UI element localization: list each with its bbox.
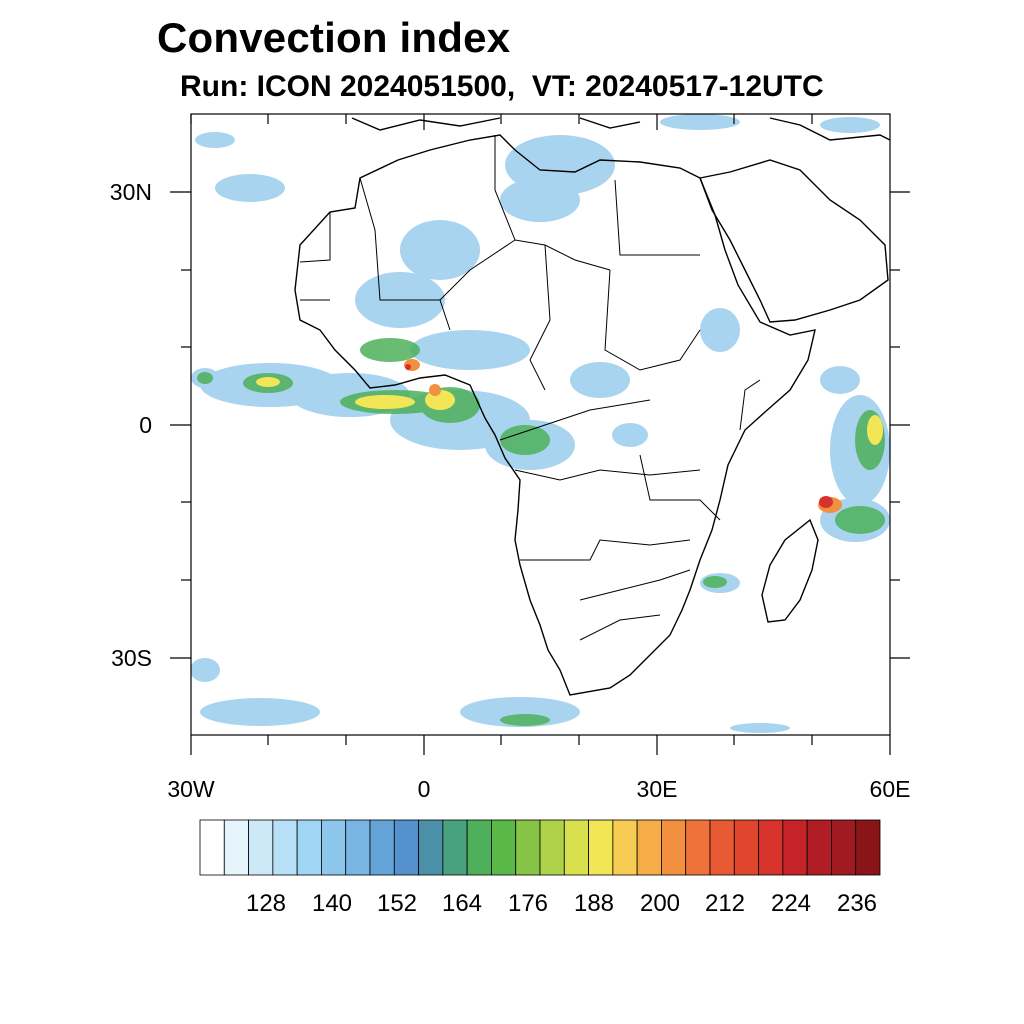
colorbar-swatch — [296, 819, 322, 876]
colorbar-swatch — [369, 819, 395, 876]
colorbar-label: 176 — [508, 890, 548, 917]
colorbar-swatch — [685, 819, 711, 876]
colorbar-swatch — [272, 819, 298, 876]
colorbar-label: 224 — [771, 890, 811, 917]
country-borders — [299, 135, 761, 641]
lat-label-30n: 30N — [110, 179, 152, 205]
colorbar-swatch — [636, 819, 662, 876]
colorbar-swatch — [442, 819, 468, 876]
coastlines — [294, 117, 890, 696]
lon-label-30w: 30W — [167, 776, 215, 802]
lat-label-30s: 30S — [111, 645, 152, 671]
colorbar-label: 152 — [377, 890, 417, 917]
colorbar-swatch — [588, 819, 614, 876]
convection-high-areas — [256, 377, 883, 445]
colorbar-swatch — [563, 819, 589, 876]
colorbar-swatch — [223, 819, 249, 876]
colorbar-swatch — [709, 819, 735, 876]
colorbar-swatch — [612, 819, 638, 876]
axis-ticks — [170, 114, 910, 755]
colorbar-swatch — [806, 819, 832, 876]
colorbar-label: 212 — [705, 890, 745, 917]
colorbar-label: 236 — [837, 890, 877, 917]
lon-label-0: 0 — [418, 776, 431, 802]
convection-field — [191, 114, 890, 733]
colorbar-swatch — [758, 819, 784, 876]
convection-extreme-areas — [405, 364, 833, 508]
chart-subtitle: Run: ICON 2024051500, VT: 20240517-12UTC — [180, 70, 824, 103]
colorbar-swatch — [466, 819, 492, 876]
colorbar-label: 188 — [574, 890, 614, 917]
chart-title: Convection index — [157, 14, 511, 61]
colorbar-swatch — [515, 819, 541, 876]
colorbar-swatch — [491, 819, 517, 876]
colorbar-label: 140 — [312, 890, 352, 917]
colorbar-label: 128 — [246, 890, 286, 917]
colorbar — [199, 819, 881, 876]
colorbar-swatch — [782, 819, 808, 876]
colorbar-swatch — [199, 819, 225, 876]
lon-label-60e: 60E — [870, 776, 911, 802]
colorbar-swatch — [733, 819, 759, 876]
colorbar-swatch — [393, 819, 419, 876]
colorbar-swatch — [539, 819, 565, 876]
colorbar-labels: 128 140 152 164 176 188 200 212 224 236 — [246, 890, 877, 917]
colorbar-swatch — [661, 819, 687, 876]
lat-label-0: 0 — [139, 412, 152, 438]
colorbar-label: 200 — [640, 890, 680, 917]
colorbar-swatch — [248, 819, 274, 876]
colorbar-label: 164 — [442, 890, 482, 917]
colorbar-swatch — [418, 819, 444, 876]
colorbar-swatch — [831, 819, 857, 876]
colorbar-swatch — [345, 819, 371, 876]
colorbar-swatch — [321, 819, 347, 876]
convection-low-areas — [191, 114, 890, 733]
colorbar-swatch — [855, 819, 881, 876]
lon-label-30e: 30E — [637, 776, 678, 802]
